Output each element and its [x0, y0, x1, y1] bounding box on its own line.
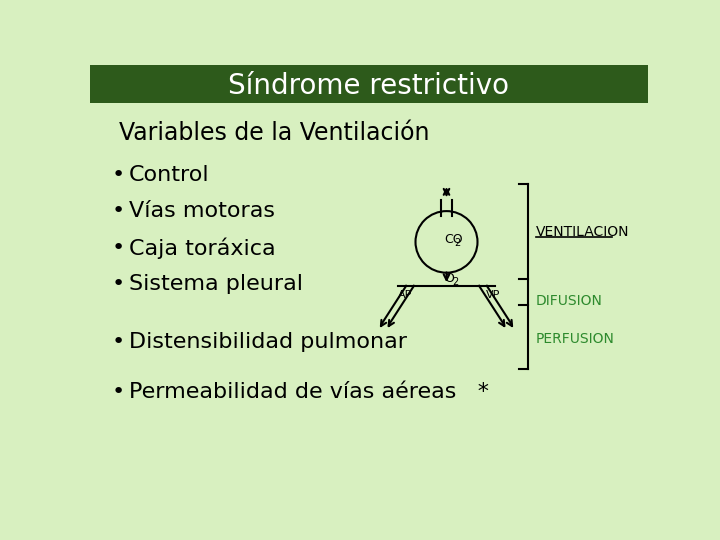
Text: •: • [112, 274, 125, 294]
Text: Variables de la Ventilación: Variables de la Ventilación [120, 120, 430, 145]
Text: Distensibilidad pulmonar: Distensibilidad pulmonar [129, 332, 407, 352]
Text: Síndrome restrictivo: Síndrome restrictivo [228, 72, 510, 99]
Text: Sistema pleural: Sistema pleural [129, 274, 302, 294]
Text: Caja toráxica: Caja toráxica [129, 237, 275, 259]
Text: •: • [112, 238, 125, 258]
Text: •: • [112, 165, 125, 185]
Text: Permeabilidad de vías aéreas   *: Permeabilidad de vías aéreas * [129, 382, 489, 402]
Text: VENTILACION: VENTILACION [536, 225, 629, 239]
Text: PERFUSION: PERFUSION [536, 332, 614, 346]
Text: Vías motoras: Vías motoras [129, 201, 275, 221]
Text: AP: AP [397, 290, 412, 300]
FancyBboxPatch shape [90, 65, 648, 103]
Text: •: • [112, 382, 125, 402]
Text: 2: 2 [453, 277, 459, 287]
Text: CO: CO [444, 233, 463, 246]
Text: VP: VP [486, 290, 500, 300]
Text: •: • [112, 201, 125, 221]
Text: DIFUSION: DIFUSION [536, 294, 603, 308]
Text: 2: 2 [454, 238, 461, 248]
Text: Control: Control [129, 165, 210, 185]
Text: •: • [112, 332, 125, 352]
Text: O: O [444, 272, 454, 285]
